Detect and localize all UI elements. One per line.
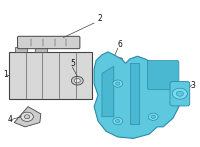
Polygon shape [102,66,114,117]
FancyBboxPatch shape [35,47,47,52]
FancyBboxPatch shape [104,58,122,72]
Circle shape [148,113,158,120]
Circle shape [71,76,83,85]
Text: 1: 1 [3,70,8,79]
FancyBboxPatch shape [15,47,27,52]
Text: 5: 5 [70,59,75,68]
Circle shape [151,115,155,118]
FancyBboxPatch shape [170,81,190,106]
Circle shape [24,115,30,119]
Text: 4: 4 [7,115,12,124]
Text: 2: 2 [98,14,102,23]
Circle shape [176,91,183,96]
Circle shape [116,82,120,85]
FancyBboxPatch shape [9,52,92,100]
Circle shape [116,120,120,123]
Circle shape [21,112,33,121]
Circle shape [113,117,123,125]
Text: 6: 6 [117,40,122,49]
Circle shape [172,88,187,99]
Circle shape [74,78,80,83]
FancyBboxPatch shape [147,61,179,89]
Text: 3: 3 [191,81,196,90]
FancyBboxPatch shape [18,36,80,49]
Polygon shape [130,63,139,124]
Polygon shape [14,107,41,127]
Polygon shape [94,52,183,138]
Circle shape [113,80,123,87]
